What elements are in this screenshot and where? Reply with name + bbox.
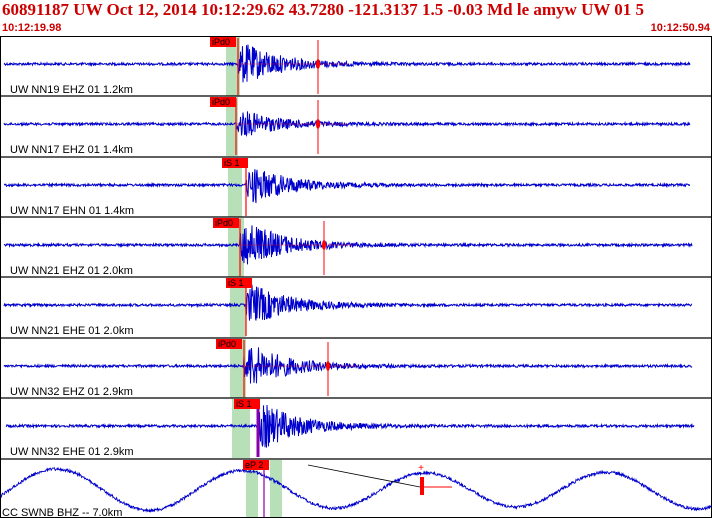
waveform	[3, 169, 690, 204]
trace-panel: iS 1 UW NN21 EHE 01 2.0km	[0, 276, 712, 337]
waveform	[3, 284, 693, 321]
trace-panel: iS 1 UW NN32 EHE 01 2.9km	[0, 397, 712, 458]
fit-line	[307, 464, 421, 488]
end-time: 10:12:50.94	[650, 22, 710, 34]
waveform	[5, 404, 695, 448]
waveform	[3, 347, 693, 384]
pick-tag-label: iPd0	[215, 218, 233, 228]
pick-window	[230, 339, 246, 398]
trace-panel: iPd0 UW NN17 EHZ 01 1.4km	[0, 95, 712, 156]
plus-mark: +	[418, 463, 424, 474]
pick-tag	[226, 278, 252, 288]
pick-window	[228, 158, 242, 217]
pick-window	[270, 460, 282, 518]
event-title: 60891187 UW Oct 12, 2014 10:12:29.62 43.…	[2, 0, 645, 19]
pick-tag-label: eP 2	[245, 460, 263, 470]
pick-window	[226, 97, 238, 156]
pick-tag	[210, 37, 236, 47]
station-label: UW NN17 EHN 01 1.4km	[10, 205, 134, 217]
amp-marker	[420, 477, 424, 495]
pick-tag	[213, 218, 239, 228]
pick-window	[232, 399, 250, 458]
pick-tag-label: iPd0	[212, 37, 230, 47]
trace-panel: iPd0 UW NN19 EHZ 01 1.2km	[0, 36, 712, 96]
station-label: UW NN17 EHZ 01 1.4km	[10, 144, 133, 156]
pick-window	[246, 460, 258, 518]
station-label: UW NN32 EHZ 01 2.9km	[10, 386, 133, 398]
trace-panel: + eP 2 CC SWNB BHZ -- 7.0km	[0, 458, 712, 518]
station-label: UW NN21 EHE 01 2.0km	[10, 325, 133, 337]
waveform	[3, 44, 691, 83]
pick-tag-label: iPd0	[218, 339, 236, 349]
station-label: UW NN19 EHZ 01 1.2km	[10, 84, 133, 96]
pick-tag	[222, 158, 248, 168]
waveform	[0, 466, 712, 513]
pick-window	[230, 278, 246, 337]
header: 60891187 UW Oct 12, 2014 10:12:29.62 43.…	[0, 0, 712, 36]
pick-tag-label: iPd0	[212, 97, 230, 107]
waveform	[3, 225, 693, 265]
trace-panel: iPd0 UW NN32 EHZ 01 2.9km	[0, 337, 712, 398]
seismogram-panel[interactable]: iPd0 UW NN19 EHZ 01 1.2km iPd0 UW NN17 EHZ …	[0, 36, 712, 518]
pick-tag-label: iS 1	[236, 399, 252, 409]
pick-tag	[243, 460, 269, 470]
pick-tag	[216, 339, 242, 349]
trace-panel: iPd0 UW NN21 EHZ 01 2.0km	[0, 216, 712, 277]
waveform	[3, 111, 691, 138]
station-label: CC SWNB BHZ -- 7.0km	[2, 507, 122, 518]
pick-tag	[234, 399, 260, 409]
station-label: UW NN21 EHZ 01 2.0km	[10, 265, 133, 277]
start-time: 10:12:19.98	[2, 22, 62, 34]
pick-tag	[210, 97, 236, 107]
station-label: UW NN32 EHE 01 2.9km	[10, 446, 133, 458]
pick-tag-label: iS 1	[224, 158, 240, 168]
pick-tag-label: iS 1	[228, 278, 244, 288]
trace-panel: iS 1 UW NN17 EHN 01 1.4km	[0, 156, 712, 217]
